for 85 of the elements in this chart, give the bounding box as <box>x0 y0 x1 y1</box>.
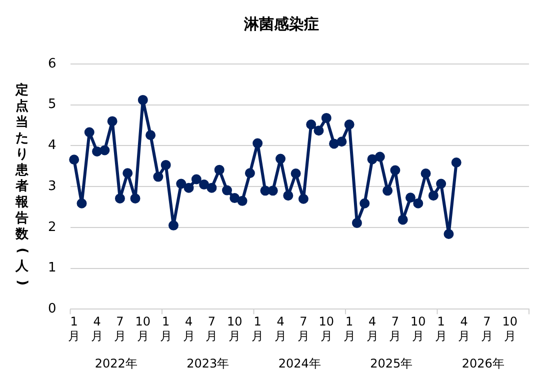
x-tick-label: 7月 <box>297 314 310 343</box>
x-tick-label: 10月 <box>318 314 334 343</box>
point <box>374 152 385 162</box>
x-tick-label: 10月 <box>227 314 242 343</box>
point <box>206 182 217 193</box>
point <box>420 168 431 179</box>
text: 定点当たり患者報告数(人) <box>14 82 30 286</box>
x-tick-label: 1月 <box>68 314 80 343</box>
point <box>84 127 94 138</box>
point <box>237 196 248 206</box>
x-tick-label: 4月 <box>366 314 378 343</box>
point <box>276 154 286 164</box>
text: 2024年 <box>278 356 321 370</box>
y-tick-label: 4 <box>48 138 56 154</box>
point <box>184 182 194 193</box>
point <box>298 194 308 204</box>
x-tick-label: 1月 <box>160 314 172 343</box>
point <box>244 168 255 178</box>
x-tick-label: 4月 <box>458 314 470 343</box>
text: 2022年 <box>94 356 138 370</box>
point <box>130 193 140 204</box>
x-tick-label: 10月 <box>502 314 518 343</box>
point <box>413 198 424 208</box>
point <box>329 138 340 149</box>
point <box>138 94 148 105</box>
y-tick-label: 0 <box>48 302 56 317</box>
point <box>122 168 133 178</box>
point <box>405 192 416 203</box>
point <box>100 145 110 156</box>
x-tick-label: 4月 <box>274 314 287 343</box>
x-tick-label: 1月 <box>435 314 448 343</box>
point <box>290 168 301 179</box>
point <box>283 190 294 201</box>
point <box>176 178 186 189</box>
point <box>390 165 400 176</box>
point <box>92 146 102 156</box>
y-tick-label: 2 <box>48 220 56 235</box>
point <box>214 164 224 175</box>
point <box>336 136 347 147</box>
x-tick-label: 7月 <box>206 314 218 343</box>
point <box>252 138 263 148</box>
point <box>352 218 362 228</box>
point <box>230 193 240 204</box>
point <box>382 186 393 196</box>
x-tick-label: 1月 <box>343 314 356 343</box>
x-tick-label: 10月 <box>135 314 151 343</box>
point <box>199 180 210 190</box>
y-tick-label: 3 <box>48 178 56 194</box>
x-tick-label: 4月 <box>91 314 104 343</box>
point <box>268 186 278 196</box>
point <box>222 185 232 196</box>
point <box>321 112 332 123</box>
point <box>436 178 446 189</box>
x-tick-label: 7月 <box>114 314 126 343</box>
x-tick-label: 7月 <box>480 314 493 343</box>
chart-title: 淋菌感染症 <box>243 14 319 33</box>
point <box>344 119 354 130</box>
y-tick-label: 1 <box>48 260 56 276</box>
point <box>69 154 80 165</box>
point <box>114 193 125 204</box>
point <box>260 186 270 196</box>
point <box>107 116 118 126</box>
point <box>367 154 378 164</box>
point <box>451 157 462 168</box>
text: 2025年 <box>370 356 413 370</box>
point <box>160 160 171 170</box>
y-tick-label: 6 <box>48 56 56 72</box>
x-tick-label: 10月 <box>410 314 426 343</box>
point <box>398 214 408 225</box>
point <box>168 220 178 230</box>
x-tick-label: 7月 <box>389 314 402 343</box>
y-tick-label: 5 <box>48 97 56 112</box>
x-tick-label: 1月 <box>252 314 264 343</box>
point <box>191 174 202 184</box>
point <box>360 198 370 208</box>
point <box>76 198 87 208</box>
text: 2023年 <box>186 356 230 370</box>
x-tick-label: 4月 <box>182 314 195 343</box>
point <box>428 190 438 201</box>
point <box>306 119 316 130</box>
point <box>153 172 164 182</box>
point <box>314 126 324 136</box>
text: 2026年 <box>462 356 504 370</box>
point <box>146 130 156 140</box>
point <box>444 229 454 240</box>
